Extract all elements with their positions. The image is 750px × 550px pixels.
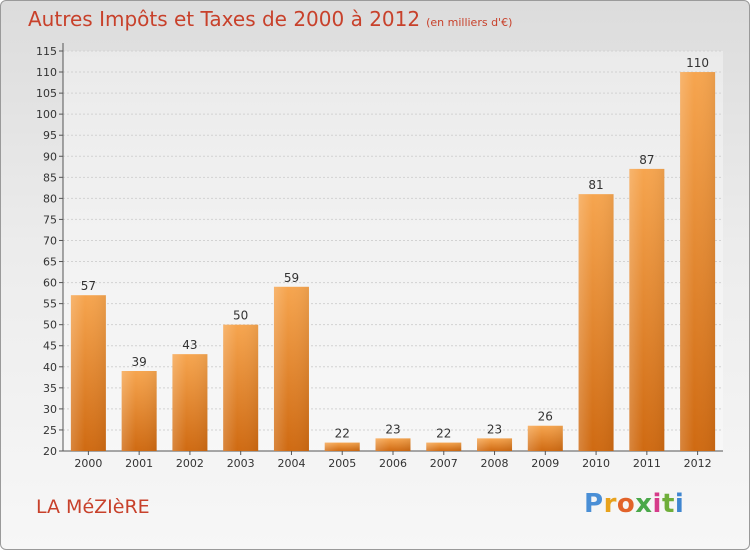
bar-value-label: 110 [686,56,709,70]
y-tick-label: 20 [43,445,57,458]
grid-lines [63,50,723,452]
logo-letter: o [616,489,636,519]
plot-area [63,51,723,451]
bar-shine [172,354,208,451]
commune-name: LA MéZIèRE [36,496,150,518]
x-tick-label: 2010 [582,457,610,470]
bar-value-label: 26 [538,410,553,424]
logo-letter: x [635,489,653,519]
bar-shine [273,286,309,451]
bar-shine [121,371,157,451]
y-tick-label: 75 [43,213,57,226]
proxiti-logo: Proxiti [584,489,684,519]
bar-value-label: 87 [639,153,654,167]
y-tick-label: 85 [43,171,57,184]
y-tick-label: 35 [43,382,57,395]
bar-shine [70,295,106,451]
bar-value-label: 81 [588,178,603,192]
bars [70,72,716,452]
logo-letter: r [603,489,617,519]
bar-value-label: 39 [132,355,147,369]
bar-value-label: 59 [284,271,299,285]
x-tick-label: 2006 [379,457,407,470]
x-tick-label: 2012 [684,457,712,470]
y-tick-label: 70 [43,234,57,247]
chart-unit: (en milliers d'€) [426,16,513,29]
bar-value-label: 23 [487,422,502,436]
bar-value-label: 50 [233,309,248,323]
bar-shine [375,438,411,451]
y-tick-label: 100 [36,108,57,121]
y-tick-label: 90 [43,150,57,163]
y-tick-label: 55 [43,298,57,311]
bar-shine [426,442,462,451]
y-tick-label: 65 [43,256,57,269]
logo-letter: P [584,489,604,519]
bar-value-label: 43 [182,338,197,352]
y-tick-label: 60 [43,277,57,290]
y-tick-label: 80 [43,192,57,205]
x-tick-label: 2004 [277,457,305,470]
logo-letter: i [652,489,662,519]
bar-value-label: 23 [385,422,400,436]
x-tick-label: 2000 [74,457,102,470]
y-tick-label: 105 [36,87,57,100]
logo-letter: i [674,489,685,519]
y-tick-label: 45 [43,340,57,353]
bar-shine [324,442,360,451]
y-tick-label: 110 [36,66,57,79]
x-tick-label: 2007 [430,457,458,470]
chart-title: Autres Impôts et Taxes de 2000 à 2012 (en… [28,7,513,31]
y-tick-label: 50 [43,319,57,332]
bar-shine [680,72,716,451]
x-tick-label: 2011 [633,457,661,470]
labels: 20 25 30 35 40 45 50 55 60 65 70 75 80 85 90 95 100 105 11… [36,45,712,470]
bar-shine [477,438,513,451]
y-tick-label: 40 [43,361,57,374]
bar-chart: 20 25 30 35 40 45 50 55 60 65 70 75 80 85 90 95 100 105 11… [36,43,723,470]
x-tick-label: 2003 [227,457,255,470]
y-tick-label: 115 [36,45,57,58]
bar-value-label: 22 [436,427,451,441]
y-tick-label: 95 [43,129,57,142]
logo-letter: t [661,489,675,519]
x-tick-label: 2005 [328,457,356,470]
bar-shine [223,324,259,451]
bar-shine [629,168,665,452]
y-tick-label: 30 [43,403,57,416]
bar-shine [578,194,614,451]
bar-value-label: 57 [81,279,96,293]
x-tick-label: 2002 [176,457,204,470]
x-tick-label: 2008 [481,457,509,470]
bar-value-label: 22 [335,427,350,441]
x-tick-label: 2001 [125,457,153,470]
x-tick-label: 2009 [531,457,559,470]
y-tick-label: 25 [43,424,57,437]
bar-shine [527,425,563,451]
